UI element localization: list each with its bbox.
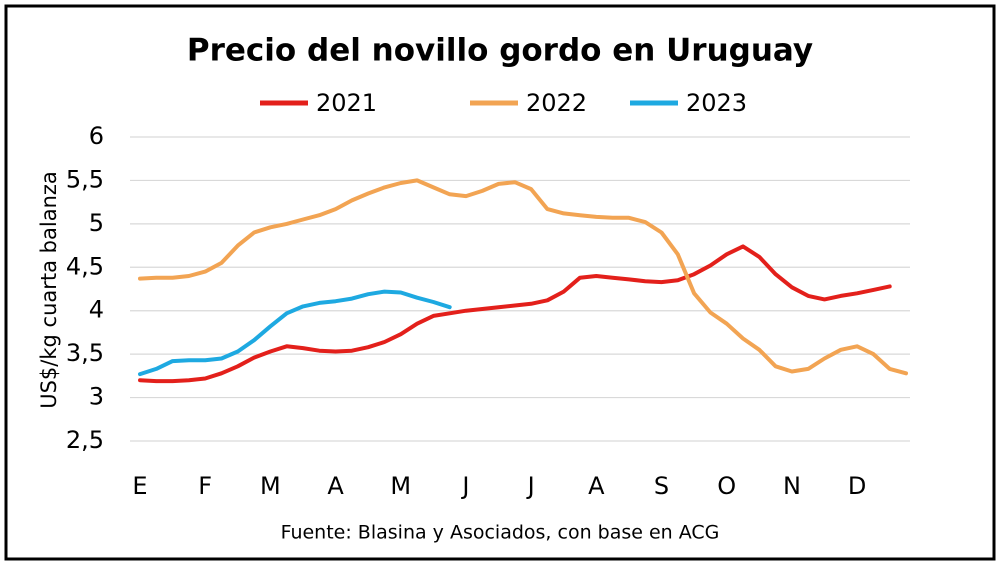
x-tick-label: M — [390, 472, 411, 500]
y-tick-label: 5 — [89, 209, 104, 237]
x-tick-label: S — [654, 472, 669, 500]
x-tick-label: O — [717, 472, 736, 500]
x-tick-label: J — [526, 472, 535, 500]
x-tick-label: J — [460, 472, 469, 500]
x-tick-label: A — [327, 472, 344, 500]
y-axis-label: US$/kg cuarta balanza — [37, 171, 61, 409]
series-line — [138, 178, 908, 376]
chart-title: Precio del novillo gordo en Uruguay — [187, 33, 813, 69]
y-tick-label: 4 — [89, 296, 104, 324]
frame — [4, 4, 996, 561]
x-tick-label: A — [588, 472, 605, 500]
legend-label: 2023 — [686, 89, 747, 117]
legend-label: 2022 — [526, 89, 587, 117]
x-tick-label: M — [260, 472, 281, 500]
series-line — [138, 244, 892, 384]
legend-label: 2021 — [316, 89, 377, 117]
y-tick-label: 5,5 — [66, 165, 104, 193]
series-line — [138, 289, 452, 377]
x-tick-label: D — [848, 472, 866, 500]
y-tick-label: 6 — [89, 122, 104, 150]
source: Fuente: Blasina y Asociados, con base en… — [281, 522, 720, 544]
x-tick-label: F — [198, 472, 212, 500]
y-tick-label: 2,5 — [66, 426, 104, 454]
x-tick-label: N — [783, 472, 801, 500]
y-tick-label: 3 — [89, 383, 104, 411]
y-tick-label: 4,5 — [66, 252, 104, 280]
y-tick-label: 3,5 — [66, 339, 104, 367]
x-tick-label: E — [132, 472, 147, 500]
